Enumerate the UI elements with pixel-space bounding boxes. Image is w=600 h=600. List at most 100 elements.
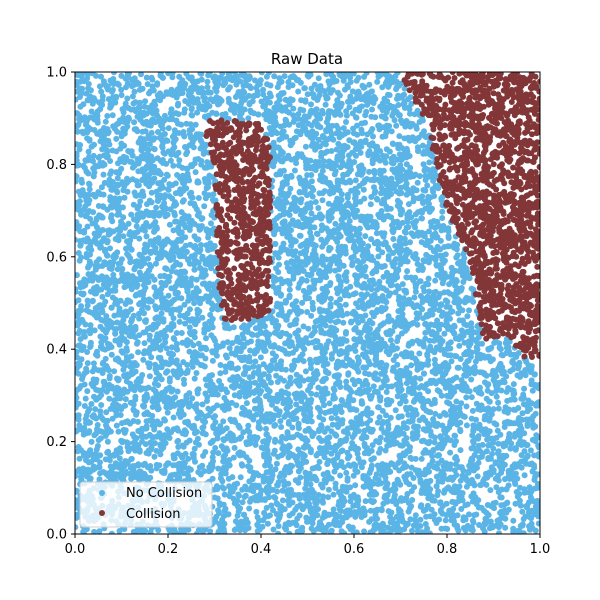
- no-collision-point: [134, 258, 141, 265]
- no-collision-point: [171, 131, 178, 138]
- no-collision-point: [296, 232, 303, 239]
- no-collision-point: [439, 215, 446, 221]
- no-collision-point: [366, 168, 373, 175]
- no-collision-point: [327, 228, 334, 235]
- no-collision-point: [235, 491, 242, 498]
- no-collision-point: [353, 500, 360, 507]
- no-collision-point: [138, 429, 145, 436]
- no-collision-point: [293, 401, 300, 408]
- no-collision-point: [327, 280, 334, 286]
- no-collision-point: [144, 81, 151, 88]
- no-collision-point: [328, 351, 335, 358]
- no-collision-point: [534, 497, 540, 504]
- no-collision-point: [379, 100, 386, 107]
- no-collision-point: [220, 485, 227, 492]
- no-collision-point: [104, 239, 111, 246]
- no-collision-point: [383, 287, 390, 294]
- no-collision-point: [115, 428, 122, 435]
- no-collision-point: [444, 298, 451, 305]
- no-collision-point: [354, 131, 361, 138]
- no-collision-point: [347, 283, 354, 290]
- no-collision-point: [372, 370, 379, 377]
- no-collision-point: [100, 302, 107, 308]
- no-collision-point: [271, 73, 278, 80]
- no-collision-point: [278, 424, 285, 430]
- no-collision-point: [113, 422, 120, 429]
- no-collision-point: [245, 412, 252, 419]
- no-collision-point: [322, 385, 329, 392]
- no-collision-point: [426, 337, 433, 344]
- no-collision-point: [494, 450, 501, 457]
- no-collision-point: [343, 202, 350, 209]
- no-collision-point: [478, 482, 484, 488]
- no-collision-point: [84, 360, 91, 367]
- no-collision-point: [94, 443, 101, 449]
- no-collision-point: [433, 344, 440, 351]
- no-collision-point: [173, 152, 180, 159]
- no-collision-point: [305, 325, 312, 332]
- no-collision-point: [203, 346, 210, 353]
- no-collision-point: [396, 133, 403, 140]
- no-collision-point: [197, 345, 204, 352]
- no-collision-point: [237, 115, 244, 122]
- no-collision-point: [117, 412, 124, 418]
- no-collision-point: [214, 495, 221, 502]
- no-collision-point: [136, 235, 143, 242]
- no-collision-point: [368, 456, 375, 463]
- no-collision-point: [139, 85, 145, 92]
- no-collision-point: [134, 282, 141, 288]
- no-collision-point: [493, 393, 500, 400]
- no-collision-point: [431, 463, 438, 470]
- no-collision-point: [471, 467, 477, 474]
- no-collision-point: [282, 117, 289, 124]
- no-collision-point: [394, 283, 401, 289]
- no-collision-point: [188, 106, 195, 113]
- no-collision-point: [153, 204, 160, 211]
- no-collision-point: [516, 527, 523, 534]
- no-collision-point: [252, 77, 258, 84]
- no-collision-point: [455, 527, 462, 534]
- no-collision-point: [84, 223, 91, 230]
- no-collision-point: [106, 395, 113, 402]
- no-collision-point: [150, 386, 157, 393]
- no-collision-point: [380, 371, 387, 377]
- no-collision-point: [331, 171, 338, 178]
- no-collision-point: [109, 147, 116, 154]
- no-collision-point: [496, 530, 502, 534]
- no-collision-point: [442, 517, 449, 524]
- no-collision-point: [350, 472, 357, 479]
- no-collision-point: [155, 354, 162, 361]
- no-collision-point: [276, 473, 283, 480]
- no-collision-point: [399, 281, 406, 288]
- no-collision-point: [390, 346, 397, 353]
- no-collision-point: [429, 458, 436, 465]
- no-collision-point: [473, 511, 480, 518]
- no-collision-point: [502, 524, 509, 531]
- no-collision-point: [411, 294, 418, 301]
- no-collision-point: [258, 72, 265, 76]
- no-collision-point: [524, 442, 531, 448]
- no-collision-point: [522, 489, 528, 496]
- no-collision-point: [385, 318, 392, 325]
- no-collision-point: [239, 499, 246, 506]
- no-collision-point: [307, 200, 314, 207]
- no-collision-point: [252, 441, 259, 448]
- no-collision-point: [246, 457, 253, 464]
- no-collision-point: [368, 194, 375, 200]
- no-collision-point: [439, 256, 446, 263]
- no-collision-point: [409, 434, 416, 441]
- no-collision-point: [280, 478, 287, 484]
- no-collision-point: [222, 368, 229, 375]
- no-collision-point: [321, 188, 328, 195]
- no-collision-point: [325, 338, 332, 345]
- no-collision-point: [391, 276, 398, 283]
- no-collision-point: [94, 452, 101, 459]
- no-collision-point: [105, 137, 112, 144]
- no-collision-point: [96, 528, 103, 534]
- no-collision-point: [341, 292, 348, 299]
- no-collision-point: [489, 451, 496, 457]
- no-collision-point: [393, 381, 400, 388]
- no-collision-point: [120, 233, 127, 240]
- no-collision-point: [468, 333, 475, 340]
